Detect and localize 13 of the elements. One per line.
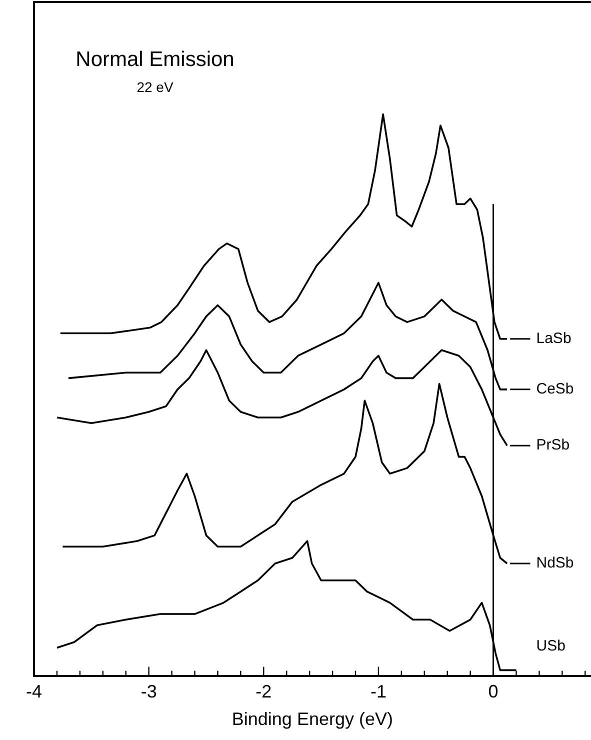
x-tick-label: 0 (488, 682, 498, 702)
x-tick-label: -3 (140, 682, 157, 702)
x-tick-label: -4 (26, 682, 42, 702)
legend-label: CeSb (536, 380, 574, 398)
x-tick-label: -2 (256, 682, 272, 702)
text: Normal Emission (76, 48, 234, 71)
text: 22 eV (136, 79, 174, 95)
legend-label: PrSb (536, 436, 570, 454)
x-axis-title: Binding Energy (eV) (232, 709, 393, 730)
legend-label: LaSb (536, 330, 572, 348)
series-label: USb (536, 637, 566, 654)
legend-label: NdSb (536, 554, 574, 572)
x-tick-label: -1 (370, 682, 386, 702)
